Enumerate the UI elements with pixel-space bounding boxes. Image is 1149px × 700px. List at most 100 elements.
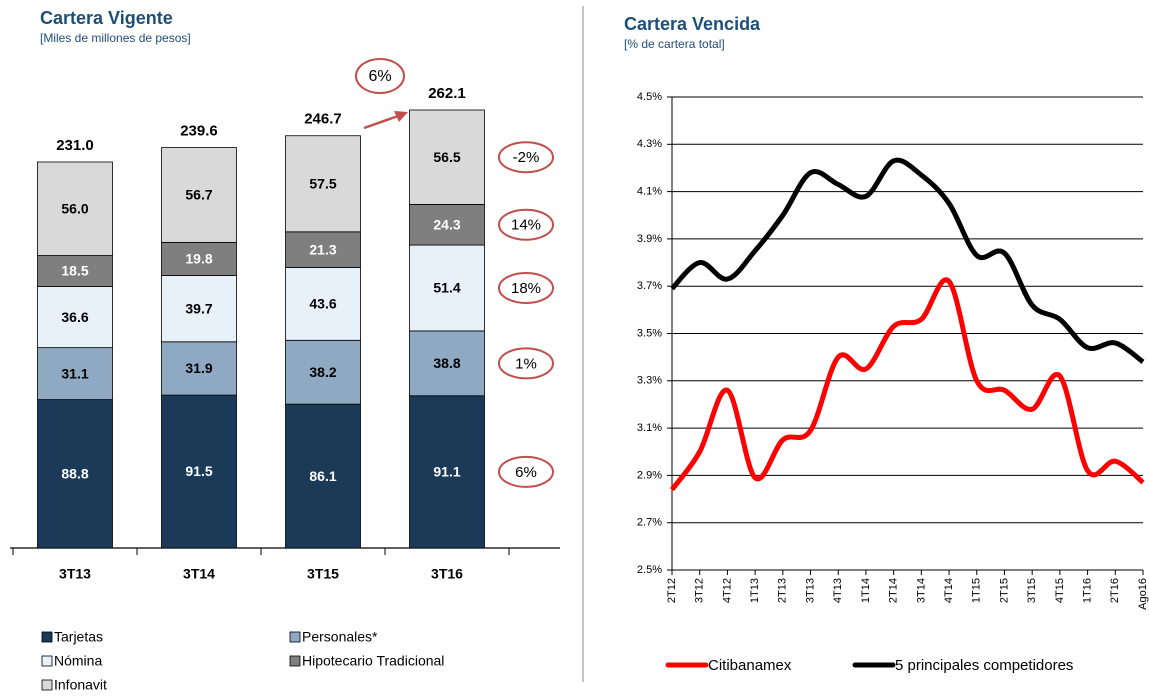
- bar-segment: [409, 109, 485, 205]
- bar-segment: [37, 286, 113, 349]
- total-label: 239.6: [180, 123, 218, 140]
- y-tick-label: 3.1%: [637, 422, 662, 434]
- data-label: 31.1: [61, 365, 88, 381]
- legend-label: Tarjetas: [54, 629, 103, 645]
- legend-swatch: [41, 655, 53, 667]
- data-label: 56.5: [433, 149, 460, 165]
- bar-segment: [409, 395, 485, 549]
- legend-label: Nómina: [54, 653, 102, 669]
- x-tick-label: 2T13: [777, 578, 789, 603]
- x-tick-label: 4T13: [832, 578, 844, 603]
- bar-segment: [37, 347, 113, 401]
- chart-subtitle: [Miles de millones de pesos]: [40, 31, 191, 45]
- x-tick-label: 2T12: [666, 578, 678, 603]
- growth-circle: [498, 208, 554, 241]
- y-tick-label: 2.5%: [637, 564, 662, 576]
- x-tick-label: 3T15: [1026, 578, 1038, 603]
- bar-segment: [37, 161, 113, 256]
- legend-label: Personales*: [302, 629, 378, 645]
- bar-segment: [409, 330, 485, 397]
- bar-segment: [285, 403, 361, 549]
- growth-circle: [498, 455, 554, 488]
- bar-segment: [161, 241, 237, 276]
- legend-swatch: [41, 631, 53, 643]
- arrow-head: [394, 111, 408, 122]
- y-tick-label: 3.7%: [637, 280, 662, 292]
- x-tick-label: 4T15: [1054, 578, 1066, 603]
- x-tick-label: 1T16: [1081, 578, 1093, 603]
- bar-segment: [161, 394, 237, 549]
- chart-title: Cartera Vencida: [624, 14, 761, 34]
- data-label: 86.1: [309, 468, 336, 484]
- x-tick-label: 3T15: [307, 566, 339, 582]
- x-tick-label: 1T15: [971, 578, 983, 603]
- x-tick-label: 3T16: [431, 566, 463, 582]
- bar-segment: [285, 339, 361, 405]
- legend-swatch: [289, 655, 301, 667]
- y-tick-label: 4.3%: [637, 138, 662, 150]
- line-series: [669, 277, 1145, 492]
- legend-swatch: [41, 679, 53, 691]
- growth-label: 6%: [368, 68, 391, 85]
- bar-segment: [37, 255, 113, 287]
- data-label: 24.3: [433, 216, 460, 232]
- data-label: 51.4: [433, 280, 460, 296]
- y-tick-label: 2.9%: [637, 469, 662, 481]
- x-tick-label: 3T14: [183, 566, 215, 582]
- data-label: 21.3: [309, 241, 336, 257]
- data-label: 57.5: [309, 175, 336, 191]
- growth-circle: [498, 271, 554, 304]
- growth-label: 14%: [511, 217, 541, 234]
- data-label: 88.8: [61, 466, 88, 482]
- y-tick-label: 4.1%: [637, 186, 662, 198]
- data-label: 38.8: [433, 355, 460, 371]
- growth-label: 18%: [511, 280, 541, 297]
- legend-label: Hipotecario Tradicional: [302, 653, 444, 669]
- y-tick-label: 2.7%: [637, 517, 662, 529]
- total-label: 246.7: [304, 111, 342, 128]
- x-tick-label: 3T13: [59, 566, 91, 582]
- chart-subtitle: [% de cartera total]: [624, 37, 725, 51]
- y-tick-label: 4.5%: [637, 91, 662, 103]
- growth-circle: [498, 141, 554, 174]
- x-tick-label: 2T15: [998, 578, 1010, 603]
- bar-segment: [285, 267, 361, 341]
- data-label: 91.1: [433, 464, 460, 480]
- x-tick-label: 1T14: [860, 578, 872, 603]
- growth-circle: [498, 347, 554, 380]
- x-tick-label: 3T14: [915, 578, 927, 603]
- data-label: 31.9: [185, 360, 212, 376]
- bar-segment: [409, 244, 485, 332]
- bar-segment: [409, 204, 485, 246]
- growth-label: -2%: [513, 149, 540, 166]
- data-label: 36.6: [61, 309, 88, 325]
- x-tick-label: 4T12: [721, 578, 733, 603]
- legend-label: Citibanamex: [708, 657, 792, 674]
- x-tick-label: 2T14: [888, 578, 900, 603]
- chart-title: Cartera Vigente: [40, 8, 173, 28]
- legend-swatch: [289, 631, 301, 643]
- bar-segment: [285, 135, 361, 233]
- bar-segment: [161, 341, 237, 396]
- data-label: 18.5: [61, 263, 88, 279]
- growth-label: 1%: [515, 355, 537, 372]
- arrow-shaft: [363, 114, 399, 130]
- x-tick-label: 3T12: [694, 578, 706, 603]
- x-tick-label: 3T13: [804, 578, 816, 603]
- x-tick-label: 1T13: [749, 578, 761, 603]
- x-tick-label: 4T14: [943, 578, 955, 603]
- legend-label: Infonavit: [54, 677, 107, 693]
- bar-segment: [161, 147, 237, 243]
- bar-segment: [161, 275, 237, 343]
- y-tick-label: 3.9%: [637, 233, 662, 245]
- data-label: 19.8: [185, 251, 212, 267]
- x-tick-label: 2T16: [1109, 578, 1121, 603]
- x-tick-label: Ago16: [1137, 578, 1149, 610]
- data-label: 39.7: [185, 300, 212, 316]
- data-label: 38.2: [309, 364, 336, 380]
- y-tick-label: 3.3%: [637, 375, 662, 387]
- data-label: 43.6: [309, 296, 336, 312]
- total-label: 262.1: [428, 85, 466, 102]
- data-label: 56.7: [185, 187, 212, 203]
